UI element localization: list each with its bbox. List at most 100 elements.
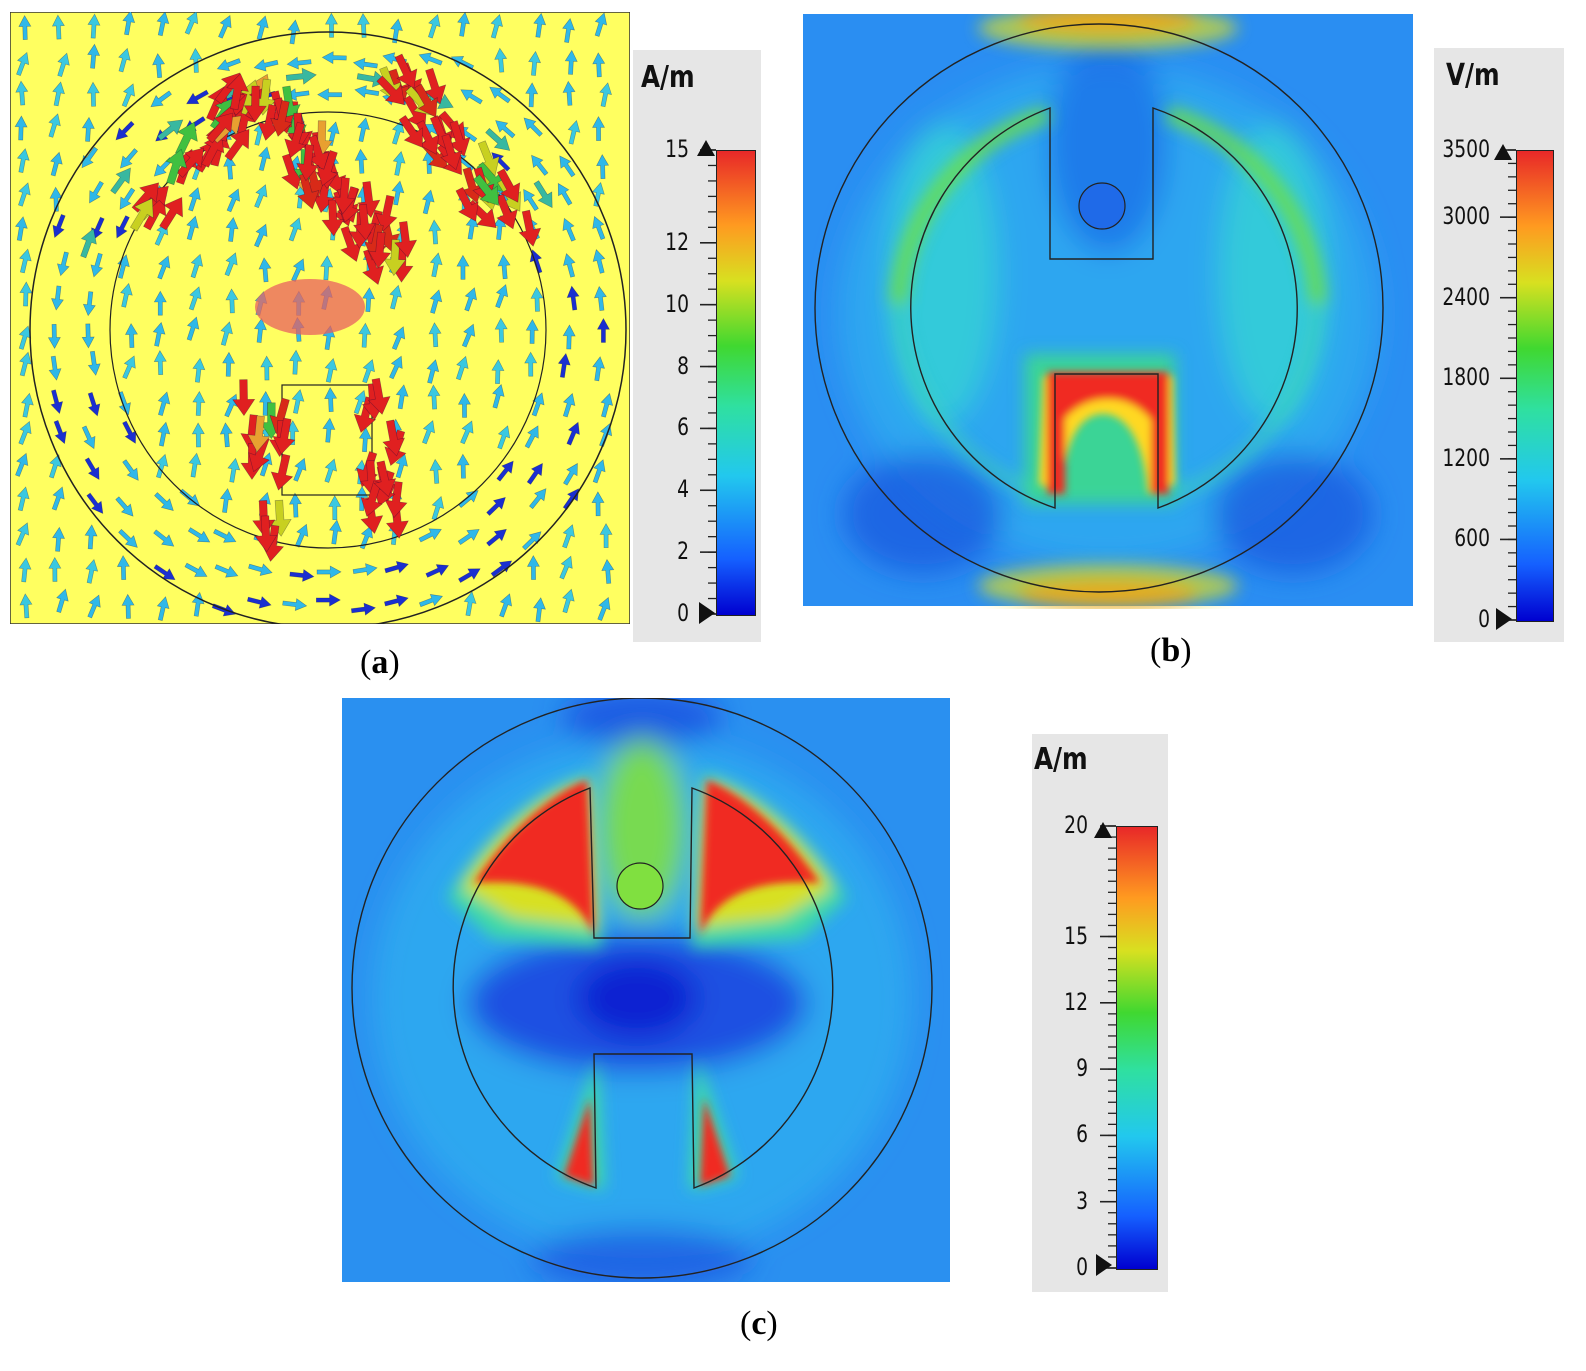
- field-arrow: [530, 286, 544, 312]
- field-arrow: [497, 254, 511, 280]
- colorbar-unit-a: A/m: [641, 60, 695, 95]
- field-arrow: [53, 420, 67, 445]
- current-vector-field: [14, 12, 615, 623]
- field-arrow: [424, 67, 447, 105]
- field-arrow: [562, 80, 576, 106]
- field-arrow: [124, 322, 138, 348]
- field-arrow: [395, 453, 408, 479]
- field-arrow: [395, 384, 409, 410]
- field-arrow: [15, 452, 29, 477]
- field-arrow: [601, 558, 615, 584]
- field-arrow: [518, 209, 542, 247]
- field-arrow: [523, 117, 543, 137]
- field-arrow: [494, 47, 508, 73]
- field-arrow: [321, 199, 345, 237]
- field-arrow: [596, 154, 610, 180]
- via-outline: [616, 862, 664, 910]
- field-arrow: [563, 462, 578, 486]
- field-arrow: [362, 358, 375, 384]
- field-arrow: [48, 355, 62, 381]
- field-arrow: [324, 12, 338, 38]
- field-arrow: [156, 12, 170, 37]
- field-arrow: [150, 90, 172, 108]
- field-arrow: [486, 528, 507, 547]
- colorbar-ticks-a: [700, 149, 716, 615]
- field-arrow: [84, 524, 98, 550]
- outer-ring-outline: [814, 23, 1384, 593]
- field-arrow: [118, 528, 138, 548]
- field-arrow: [562, 324, 576, 350]
- field-arrow: [224, 252, 238, 277]
- field-arrow: [87, 392, 101, 417]
- field-arrow: [457, 490, 479, 509]
- field-arrow: [525, 82, 539, 108]
- colorbar-tick-label: 10: [665, 289, 689, 318]
- field-arrow: [85, 558, 99, 584]
- field-arrow: [153, 157, 174, 177]
- field-arrow: [191, 422, 205, 448]
- colorbar-unit-c: A/m: [1034, 742, 1088, 777]
- field-arrow: [532, 597, 546, 623]
- field-arrow: [521, 531, 542, 551]
- field-arrow: [496, 460, 514, 482]
- field-arrow: [272, 417, 296, 455]
- field-arrow: [526, 554, 540, 580]
- field-arrow: [122, 355, 136, 380]
- colorbar-tick-label: 2: [677, 537, 689, 566]
- field-arrow: [455, 355, 469, 381]
- field-arrow: [261, 524, 285, 562]
- field-arrow: [594, 12, 608, 37]
- field-arrow: [499, 593, 513, 618]
- field-arrow: [384, 560, 409, 574]
- field-arrow: [291, 258, 305, 282]
- field-arrow: [352, 57, 378, 71]
- field-arrow: [254, 223, 268, 248]
- field-arrow: [56, 588, 69, 614]
- field-arrow: [115, 120, 135, 141]
- field-arrow: [258, 146, 271, 172]
- field-arrow: [246, 596, 272, 609]
- field-arrow: [562, 392, 576, 418]
- field-arrow: [362, 287, 376, 313]
- field-arrow: [282, 598, 308, 612]
- colorbar-tick-label: 0: [677, 599, 689, 627]
- field-arrow: [296, 172, 320, 210]
- field-arrow: [531, 154, 549, 176]
- field-arrow: [289, 568, 315, 582]
- field-arrow: [456, 453, 470, 479]
- inner-patch-outline: [910, 106, 1298, 510]
- field-arrow: [523, 188, 539, 212]
- arrow-min-icon: [1496, 608, 1512, 630]
- field-arrow: [175, 121, 198, 157]
- field-arrow: [118, 47, 131, 73]
- field-arrow: [191, 591, 205, 617]
- field-arrow: [86, 81, 100, 107]
- field-arrow: [284, 121, 307, 159]
- field-arrow: [460, 89, 483, 105]
- field-arrow: [418, 594, 444, 608]
- field-arrow: [357, 117, 370, 143]
- field-arrow: [525, 318, 539, 344]
- field-arrow: [389, 355, 403, 380]
- field-arrow: [176, 147, 204, 178]
- field-arrow: [427, 384, 441, 410]
- field-arrow: [394, 221, 418, 259]
- field-arrow: [52, 213, 66, 239]
- field-arrow: [18, 248, 32, 274]
- field-arrow: [425, 564, 450, 578]
- colorbar-tick-label: 3000: [1442, 202, 1490, 231]
- field-arrow: [457, 12, 470, 37]
- field-arrow: [382, 419, 406, 457]
- caption-b: (b): [1150, 632, 1192, 669]
- high-current-arrows: [129, 53, 542, 562]
- field-arrow: [155, 453, 169, 479]
- field-arrow: [491, 359, 505, 385]
- arrow-min-icon: [699, 602, 715, 624]
- field-arrow: [428, 322, 442, 348]
- field-arrow: [374, 194, 398, 232]
- colorbar-ticks-c: [1100, 825, 1116, 1269]
- field-arrow: [115, 496, 134, 517]
- field-arrow: [87, 594, 101, 619]
- field-arrow: [324, 357, 338, 383]
- colorbar-tick-label: 0: [1478, 605, 1490, 633]
